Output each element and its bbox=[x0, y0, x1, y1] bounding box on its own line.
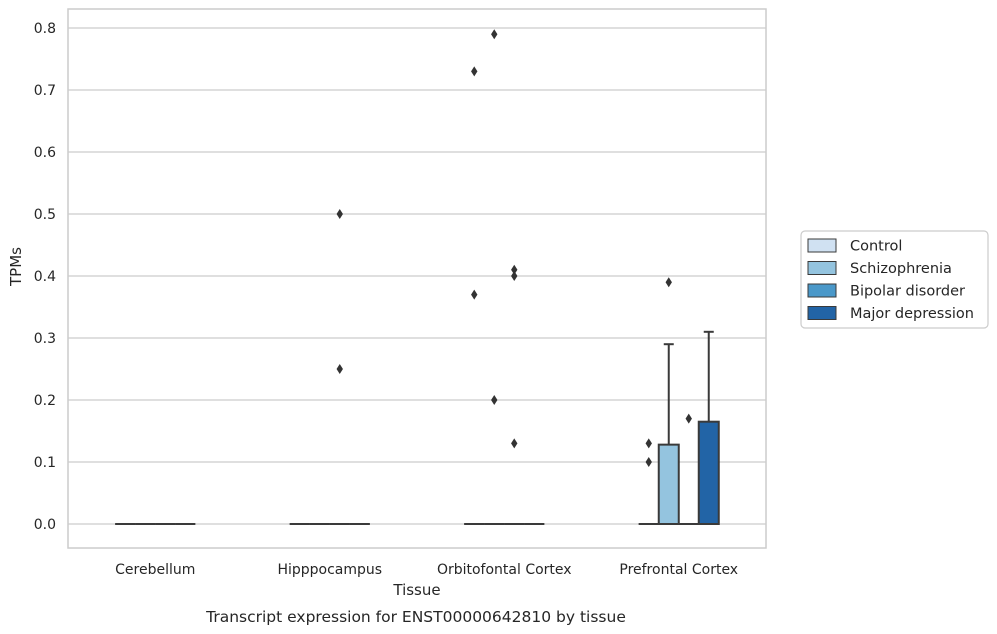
y-tick-label: 0.0 bbox=[34, 517, 56, 533]
y-tick-label: 0.6 bbox=[34, 145, 56, 161]
outlier-points bbox=[336, 29, 692, 467]
y-tick-label: 0.5 bbox=[34, 207, 56, 223]
legend-swatch bbox=[807, 261, 837, 275]
outlier-point bbox=[491, 29, 498, 40]
legend-label: Schizophrenia bbox=[850, 261, 952, 277]
y-tick-label: 0.1 bbox=[34, 455, 56, 471]
box bbox=[657, 443, 680, 526]
x-axis-label: Tissue bbox=[392, 581, 440, 599]
legend-swatch bbox=[807, 283, 837, 298]
legend-frame bbox=[800, 230, 989, 329]
box-elements bbox=[115, 330, 720, 526]
outlier-point bbox=[471, 289, 478, 300]
x-tick-label: Prefrontal Cortex bbox=[619, 562, 738, 578]
legend-swatch bbox=[807, 306, 837, 320]
y-tick-label: 0.8 bbox=[34, 21, 56, 37]
legend-label: Bipolar disorder bbox=[850, 284, 965, 300]
legend: Control Schizophrenia Bipolar disorder Majo… bbox=[800, 230, 989, 329]
y-tick-label: 0.3 bbox=[34, 331, 56, 347]
outlier-point bbox=[336, 364, 343, 374]
y-tick-labels: 0.0 0.1 0.2 0.3 0.4 0.5 0.6 0.7 0.8 bbox=[34, 21, 56, 533]
legend-swatch bbox=[807, 238, 837, 253]
x-tick-labels: Cerebellum Hipppocampus Orbitofontal Corte… bbox=[115, 562, 738, 578]
legend-label: Major depression bbox=[850, 306, 974, 322]
x-tick-label: Cerebellum bbox=[115, 562, 195, 578]
outlier-point bbox=[645, 438, 652, 449]
y-axis-label: TPMs bbox=[7, 247, 25, 287]
outlier-point bbox=[685, 413, 692, 424]
x-tick-label: Orbitofontal Cortex bbox=[437, 562, 572, 578]
outlier-point bbox=[511, 264, 518, 275]
x-tick-label: Hipppocampus bbox=[277, 562, 382, 578]
outlier-point bbox=[336, 209, 343, 219]
outlier-point bbox=[665, 277, 672, 288]
legend-label: Control bbox=[850, 239, 902, 255]
outlier-point bbox=[645, 457, 652, 467]
plot-frame bbox=[67, 8, 767, 549]
outlier-point bbox=[491, 395, 498, 405]
y-tick-label: 0.4 bbox=[34, 269, 56, 285]
outlier-point bbox=[511, 438, 518, 449]
outlier-point bbox=[471, 66, 478, 77]
box bbox=[697, 420, 720, 526]
outlier-point bbox=[511, 271, 518, 281]
gridlines bbox=[68, 27, 766, 525]
y-tick-label: 0.7 bbox=[34, 83, 56, 99]
y-tick-label: 0.2 bbox=[34, 393, 56, 409]
figure-caption: Transcript expression for ENST0000064281… bbox=[205, 608, 626, 626]
